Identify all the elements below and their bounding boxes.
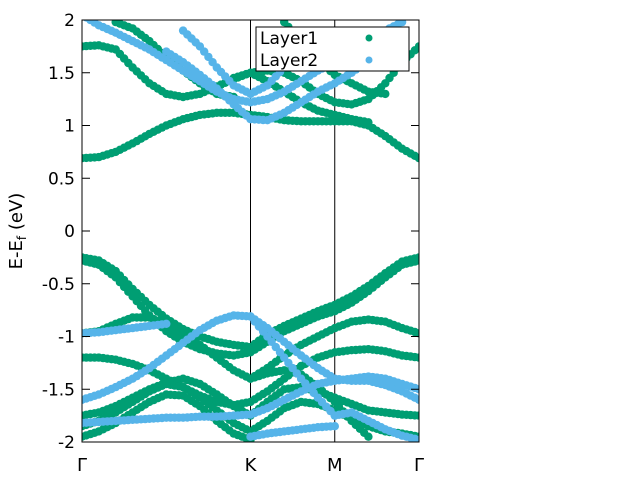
- x-tick-label: K: [245, 455, 258, 476]
- band-point: [364, 118, 373, 127]
- y-axis: -2 -1.5 -1 -0.5 0 0.5 1 1.5 2: [42, 11, 419, 453]
- y-tick-label: -1: [58, 328, 75, 348]
- band-point: [162, 319, 171, 328]
- band-point: [381, 89, 390, 99]
- y-tick-label: -2: [58, 433, 75, 453]
- y-tick-label: 1: [64, 117, 75, 137]
- legend-marker-layer1: [365, 34, 373, 42]
- band-point: [414, 353, 419, 362]
- legend: Layer1 Layer2: [255, 26, 410, 72]
- band-point: [414, 395, 419, 404]
- legend-marker-layer2: [365, 56, 373, 64]
- band-point: [414, 42, 419, 51]
- band-point: [397, 20, 407, 27]
- band-point: [330, 422, 339, 431]
- band-point: [414, 256, 419, 265]
- band-point: [414, 154, 419, 163]
- y-axis-label-unit: (eV): [6, 193, 27, 236]
- y-tick-label: 0: [64, 222, 75, 242]
- x-tick-label: Γ: [414, 455, 424, 476]
- band-point: [78, 11, 86, 19]
- band-point: [364, 432, 373, 441]
- legend-label-layer1: Layer1: [260, 29, 318, 49]
- band-point: [414, 435, 419, 442]
- band-point: [414, 329, 419, 338]
- y-tick-label: 2: [64, 11, 75, 31]
- x-tick-label: Γ: [77, 455, 87, 476]
- y-tick-label: 0.5: [48, 169, 75, 189]
- y-tick-label: -0.5: [42, 275, 75, 295]
- x-tick-label: M: [327, 455, 343, 476]
- y-tick-label: -1.5: [42, 380, 75, 400]
- y-axis-label-subscript: f: [15, 235, 29, 240]
- y-axis-label-main: E-E: [6, 240, 27, 269]
- y-axis-label: E-Ef (eV): [6, 193, 29, 270]
- y-tick-label: 1.5: [48, 64, 75, 84]
- legend-box: [255, 26, 410, 72]
- band-point: [414, 411, 419, 420]
- legend-label-layer2: Layer2: [260, 51, 318, 71]
